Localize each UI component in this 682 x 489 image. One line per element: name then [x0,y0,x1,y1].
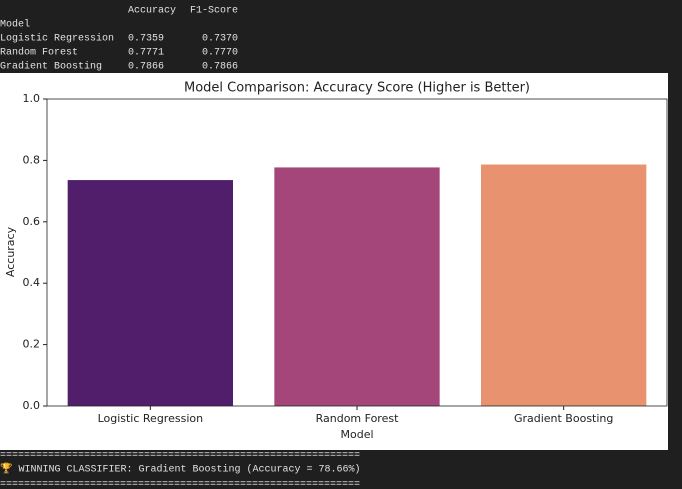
y-tick-label: 0.4 [23,276,41,289]
cell: 0.7866 [202,62,238,73]
cell: 0.7866 [128,62,164,73]
bar [67,180,234,406]
index-name: Model [0,19,30,31]
y-tick-label: 0.6 [23,215,41,228]
y-tick-label: 1.0 [23,92,41,105]
bar [274,167,440,406]
row-label: Gradient Boosting [0,61,102,73]
row-label: Logistic Regression [0,33,114,45]
y-tick-label: 0.2 [23,338,41,351]
x-tick-label: Logistic Regression [98,412,204,425]
row-label: Random Forest [0,47,78,59]
x-tick-label: Gradient Boosting [514,412,613,425]
x-axis-label: Model [340,428,373,441]
separator: ========================================… [0,451,360,462]
bar [481,164,647,406]
x-tick-label: Random Forest [316,412,399,425]
cell: 0.7770 [202,48,238,59]
y-tick-label: 0.8 [23,153,41,166]
cell: 0.7771 [128,48,164,59]
column-header: F1-Score [190,6,238,17]
plot-frame [46,98,668,407]
column-header: Accuracy [128,6,176,17]
y-tick-label: 0.0 [23,399,41,412]
cell: 0.7359 [128,34,164,45]
cell: 0.7370 [202,34,238,45]
y-axis-label: Accuracy [4,226,17,277]
result-message: 🏆 WINNING CLASSIFIER: Gradient Boosting … [0,462,361,476]
separator: ========================================… [0,480,360,489]
chart-title: Model Comparison: Accuracy Score (Higher… [184,81,530,96]
